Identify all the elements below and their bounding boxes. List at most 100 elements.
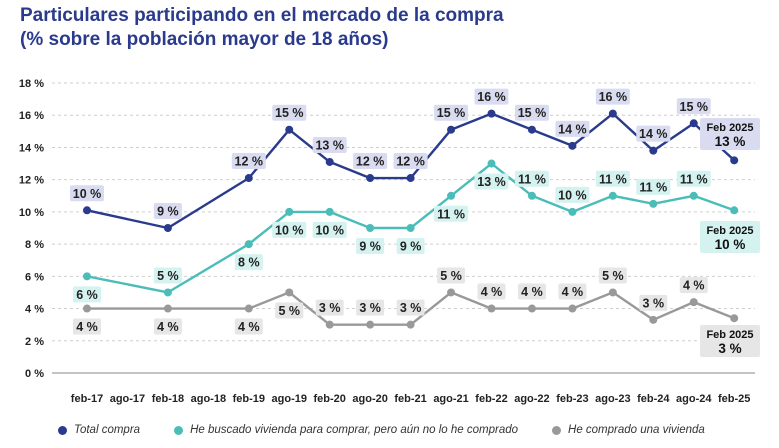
data-label-box: [396, 238, 425, 254]
final-label-box: [700, 118, 760, 150]
y-tick-label: 12 %: [19, 175, 44, 187]
x-tick-label: ago-19: [272, 393, 307, 405]
data-label-box: [639, 294, 668, 311]
final-label-value: 10 %: [715, 237, 746, 252]
data-point: [608, 288, 617, 297]
data-point: [568, 304, 577, 313]
data-label: 12 %: [396, 155, 425, 169]
data-label: 9 %: [359, 240, 381, 254]
data-label: 3 %: [359, 301, 381, 315]
data-label-box: [555, 120, 590, 137]
final-label-box: [700, 221, 760, 253]
legend-swatch-buscado: [174, 425, 184, 435]
x-tick-label: ago-24: [676, 393, 712, 405]
data-point: [406, 174, 415, 183]
data-label: 14 %: [558, 122, 587, 136]
data-point: [568, 141, 577, 150]
data-label-box: [396, 299, 425, 316]
x-tick-label: feb-20: [313, 393, 345, 405]
data-point: [83, 206, 91, 215]
data-label-box: [595, 170, 630, 187]
data-point: [163, 288, 172, 297]
data-label: 4 %: [683, 279, 705, 293]
data-label: 10 %: [275, 223, 304, 237]
final-label-period: Feb 2025: [706, 329, 753, 341]
data-label: 6 %: [76, 288, 98, 302]
data-label-box: [234, 318, 263, 335]
data-point: [730, 156, 739, 165]
data-label-box: [393, 153, 428, 170]
y-tick-label: 4 %: [25, 304, 44, 316]
line-chart: 0 % 2 % 4 % 6 % 8 % 10 % 12 % 14 % 16 % 18 % feb-1…: [19, 78, 760, 405]
data-label: 11 %: [437, 207, 465, 221]
data-point: [527, 304, 536, 313]
data-label-box: [558, 283, 587, 300]
data-label: 16 %: [477, 90, 506, 104]
data-point: [406, 320, 415, 329]
data-label-box: [272, 104, 307, 121]
data-point: [689, 119, 698, 128]
data-label-box: [434, 205, 469, 222]
legend-swatch-comprado: [552, 425, 562, 435]
data-label-box: [153, 203, 182, 219]
data-label: 12 %: [356, 155, 385, 169]
data-point: [406, 224, 415, 232]
data-point: [527, 191, 536, 200]
data-label-box: [636, 178, 671, 195]
data-label: 3 %: [400, 301, 422, 315]
data-label: 10 %: [73, 187, 102, 201]
data-label-box: [595, 88, 630, 105]
data-label-box: [153, 267, 182, 284]
data-label: 13 %: [477, 175, 506, 189]
data-point: [83, 272, 91, 281]
data-point: [244, 174, 253, 183]
legend-swatch-total: [58, 425, 67, 435]
data-label-box: [356, 238, 385, 254]
data-point: [608, 191, 617, 200]
chart-title-line1: Particulares participando en el mercado …: [20, 5, 504, 26]
final-label-period: Feb 2025: [706, 122, 753, 134]
data-point: [487, 109, 496, 118]
x-tick-label: ago-20: [352, 393, 387, 405]
x-tick-label: feb-22: [475, 393, 507, 405]
data-label-box: [514, 170, 549, 187]
data-point: [285, 125, 294, 134]
data-label: 11 %: [599, 172, 627, 186]
data-point: [730, 206, 739, 215]
y-tick-label: 0 %: [25, 368, 44, 380]
x-tick-label: feb-24: [637, 393, 670, 405]
x-tick-label: feb-21: [394, 393, 426, 405]
data-label: 15 %: [275, 106, 304, 120]
data-label: 11 %: [518, 172, 546, 186]
data-label-box: [517, 283, 546, 300]
data-point: [285, 288, 294, 297]
data-point: [568, 207, 577, 216]
data-label: 16 %: [599, 90, 628, 104]
y-tick-label: 16 %: [19, 110, 44, 122]
data-label: 4 %: [157, 320, 179, 334]
final-label-value: 13 %: [715, 134, 746, 149]
data-label-box: [353, 153, 388, 170]
data-label: 10 %: [315, 223, 344, 237]
final-label-value: 3 %: [718, 341, 741, 356]
y-tick-label: 10 %: [19, 207, 44, 219]
chart-title-line2: (% sobre la población mayor de 18 años): [20, 29, 389, 50]
data-point: [366, 224, 375, 232]
legend-item-total: Total compra: [58, 424, 140, 436]
data-label-box: [70, 185, 104, 202]
data-point: [285, 207, 294, 216]
y-tick-label: 6 %: [25, 271, 44, 283]
data-point: [83, 304, 91, 313]
data-label-box: [514, 104, 549, 121]
data-label-box: [312, 136, 347, 153]
y-tick-label: 18 %: [19, 78, 44, 90]
data-label-box: [73, 318, 101, 335]
data-label-box: [676, 98, 711, 115]
data-point: [730, 314, 739, 323]
data-point: [366, 174, 375, 183]
data-label-box: [676, 170, 711, 187]
data-label-box: [73, 286, 101, 303]
x-tick-label: ago-21: [433, 393, 468, 405]
data-label-box: [356, 299, 385, 316]
data-label-box: [598, 267, 627, 284]
